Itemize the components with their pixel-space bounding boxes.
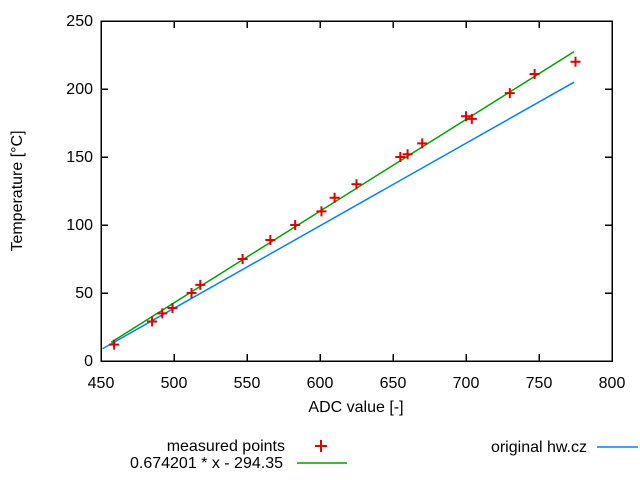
measured-point-marker <box>395 152 406 162</box>
series-original-hwcz-line <box>102 81 575 350</box>
x-tick-label: 450 <box>88 375 115 392</box>
x-tick-label: 650 <box>380 375 407 392</box>
y-tick-label: 100 <box>66 217 93 234</box>
measured-point-marker <box>186 288 197 298</box>
x-axis-label: ADC value [-] <box>308 399 403 416</box>
x-tick-label: 800 <box>599 375 626 392</box>
y-axis-label: Temperature [°C] <box>9 130 26 251</box>
measured-point-marker <box>237 254 248 264</box>
measured-point-marker <box>109 339 120 350</box>
measured-point-marker <box>290 220 301 230</box>
measured-point-marker <box>402 149 413 160</box>
measured-point-marker <box>167 302 178 313</box>
measured-point-marker <box>147 316 158 327</box>
x-tick-label: 600 <box>307 375 334 392</box>
y-tick-label: 0 <box>84 353 93 370</box>
measured-point-marker <box>466 113 477 124</box>
measured-point-marker <box>504 88 515 99</box>
series-fit-line <box>110 50 575 343</box>
x-tick-label: 750 <box>526 375 553 392</box>
plot-border <box>100 20 613 362</box>
y-tick-label: 200 <box>66 81 93 98</box>
series-measured-points <box>109 56 581 350</box>
y-tick-label: 150 <box>66 149 93 166</box>
axis-ticks <box>100 20 613 362</box>
x-tick-label: 550 <box>234 375 261 392</box>
measured-point-marker <box>461 111 471 122</box>
x-tick-label: 700 <box>453 375 480 392</box>
axis-tick-labels: 450 500 550 600 650 700 750 800 0 50 100 150 200 250 <box>66 13 625 392</box>
measured-point-marker <box>329 192 340 203</box>
y-tick-label: 250 <box>66 13 93 30</box>
x-tick-label: 500 <box>161 375 188 392</box>
measured-point-marker <box>265 234 276 245</box>
legend-measured-label: measured points <box>167 438 285 455</box>
legend-fit-label: 0.674201 * x - 294.35 <box>130 455 283 472</box>
plus-marker-icon <box>315 440 327 452</box>
measured-point-marker <box>351 179 362 190</box>
measured-point-marker <box>529 69 540 80</box>
measured-point-marker <box>417 138 428 149</box>
legend-original-label: original hw.cz <box>491 439 587 456</box>
measured-point-marker <box>157 308 168 319</box>
measured-point-marker <box>570 56 581 67</box>
measured-point-marker <box>195 279 206 290</box>
legend: measured points 0.674201 * x - 294.35 or… <box>130 438 638 472</box>
y-tick-label: 50 <box>75 285 93 302</box>
measured-point-marker <box>316 206 327 217</box>
